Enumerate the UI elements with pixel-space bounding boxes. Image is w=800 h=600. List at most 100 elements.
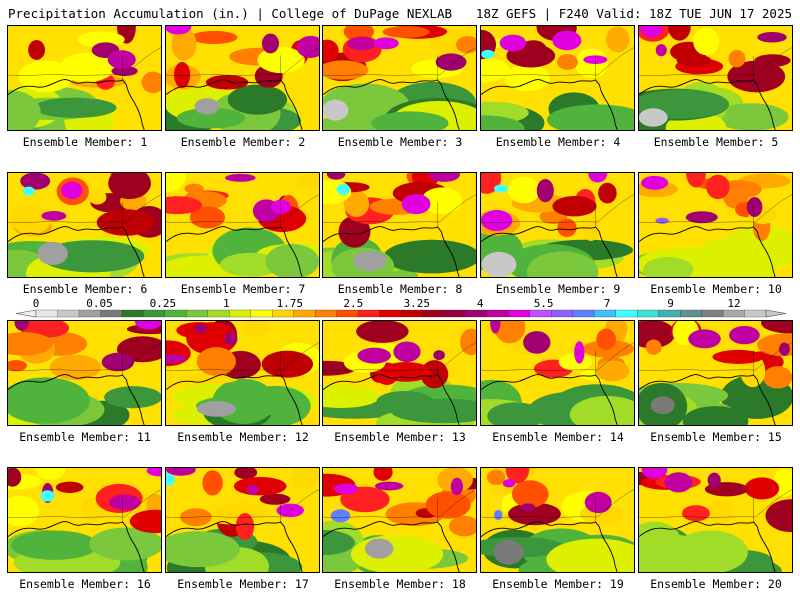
precip-field: [8, 321, 161, 425]
colorbar-swatch: [594, 309, 617, 318]
precip-field: [8, 173, 161, 277]
member-label: Ensemble Member: 3: [337, 135, 463, 149]
colorbar-max-arrow: [765, 309, 787, 318]
colorbar-tick-label: 4: [477, 297, 484, 310]
precip-field: [166, 26, 319, 130]
precip-field: [639, 468, 792, 572]
colorbar-swatch: [529, 309, 552, 318]
precip-field: [639, 173, 792, 277]
member-map: [322, 320, 477, 426]
colorbar-swatch: [443, 309, 466, 318]
member-label: Ensemble Member: 8: [337, 282, 463, 296]
colorbar-swatch: [400, 309, 423, 318]
member-label: Ensemble Member: 5: [653, 135, 779, 149]
colorbar-swatch: [465, 309, 488, 318]
member-map: [638, 320, 793, 426]
precip-field: [481, 468, 634, 572]
member-label: Ensemble Member: 15: [650, 430, 782, 444]
member-map: [165, 320, 320, 426]
colorbar-tick-label: 2.5: [343, 297, 363, 310]
member-map: [638, 467, 793, 573]
colorbar-swatch: [508, 309, 531, 318]
colorbar-swatch: [164, 309, 187, 318]
member-label: Ensemble Member: 14: [492, 430, 624, 444]
colorbar-tick-label: 3.25: [403, 297, 430, 310]
colorbar-tick-label: 0: [33, 297, 40, 310]
colorbar-swatch: [35, 309, 58, 318]
colorbar-min-arrow: [15, 309, 37, 318]
colorbar-swatch: [679, 309, 703, 318]
member-map: [322, 25, 477, 131]
member-map: [165, 467, 320, 573]
member-map: [638, 172, 793, 278]
colorbar-swatch: [121, 309, 144, 318]
member-label: Ensemble Member: 10: [650, 282, 782, 296]
precip-field: [323, 173, 476, 277]
precip-field: [323, 468, 476, 572]
colorbar-swatch: [701, 309, 724, 318]
colorbar-swatch: [551, 309, 574, 318]
colorbar-swatch: [422, 309, 445, 318]
precip-field: [481, 26, 634, 130]
precip-field: [166, 468, 319, 572]
member-map: [480, 467, 635, 573]
precip-field: [639, 26, 792, 130]
colorbar-tick-label: 0.25: [150, 297, 177, 310]
member-map: [480, 320, 635, 426]
member-map: [7, 467, 162, 573]
member-label: Ensemble Member: 11: [19, 430, 151, 444]
precip-field: [481, 321, 634, 425]
member-label: Ensemble Member: 6: [22, 282, 148, 296]
member-label: Ensemble Member: 16: [19, 577, 151, 591]
colorbar-swatch: [143, 309, 166, 318]
precip-field: [8, 468, 161, 572]
member-map: [165, 172, 320, 278]
colorbar-tick-label: 5.5: [534, 297, 554, 310]
precip-field: [481, 173, 634, 277]
chart-title: Precipitation Accumulation (in.) | Colle…: [8, 6, 453, 21]
member-label: Ensemble Member: 12: [177, 430, 309, 444]
member-label: Ensemble Member: 9: [495, 282, 621, 296]
colorbar-swatch: [250, 309, 273, 318]
colorbar-swatch: [722, 309, 745, 318]
colorbar-swatch: [744, 309, 767, 318]
member-map: [7, 172, 162, 278]
member-map: [7, 320, 162, 426]
colorbar-swatch: [336, 309, 359, 318]
colorbar-swatch: [379, 309, 402, 318]
colorbar-tick-label: 9: [667, 297, 674, 310]
colorbar-swatch: [637, 309, 660, 318]
colorbar: 0 0.05 0.25 1 1.75 2.5 3.25 4 5.5 7 9 12: [0, 296, 800, 320]
member-map: [7, 25, 162, 131]
colorbar-swatch: [78, 309, 101, 318]
colorbar-swatch: [658, 309, 681, 318]
precip-field: [323, 321, 476, 425]
colorbar-tick-label: 7: [604, 297, 611, 310]
member-map: [638, 25, 793, 131]
member-map: [480, 25, 635, 131]
member-label: Ensemble Member: 13: [334, 430, 466, 444]
colorbar-swatch: [314, 309, 338, 318]
colorbar-swatch: [100, 309, 123, 318]
colorbar-swatch: [229, 309, 252, 318]
colorbar-swatch: [486, 309, 509, 318]
precip-field: [8, 26, 161, 130]
member-label: Ensemble Member: 17: [177, 577, 309, 591]
member-label: Ensemble Member: 20: [650, 577, 782, 591]
precip-field: [166, 173, 319, 277]
colorbar-swatch: [272, 309, 295, 318]
colorbar-tick-label: 1.75: [277, 297, 304, 310]
colorbar-tick-label: 0.05: [86, 297, 113, 310]
member-map: [165, 25, 320, 131]
member-label: Ensemble Member: 1: [22, 135, 148, 149]
colorbar-swatch: [57, 309, 80, 318]
member-map: [322, 172, 477, 278]
member-map: [480, 172, 635, 278]
precip-field: [639, 321, 792, 425]
colorbar-swatch: [572, 309, 595, 318]
colorbar-svg: 0 0.05 0.25 1 1.75 2.5 3.25 4 5.5 7 9 12: [15, 297, 787, 318]
member-label: Ensemble Member: 18: [334, 577, 466, 591]
precip-field: [323, 26, 476, 130]
member-label: Ensemble Member: 19: [492, 577, 624, 591]
colorbar-swatch: [615, 309, 638, 318]
